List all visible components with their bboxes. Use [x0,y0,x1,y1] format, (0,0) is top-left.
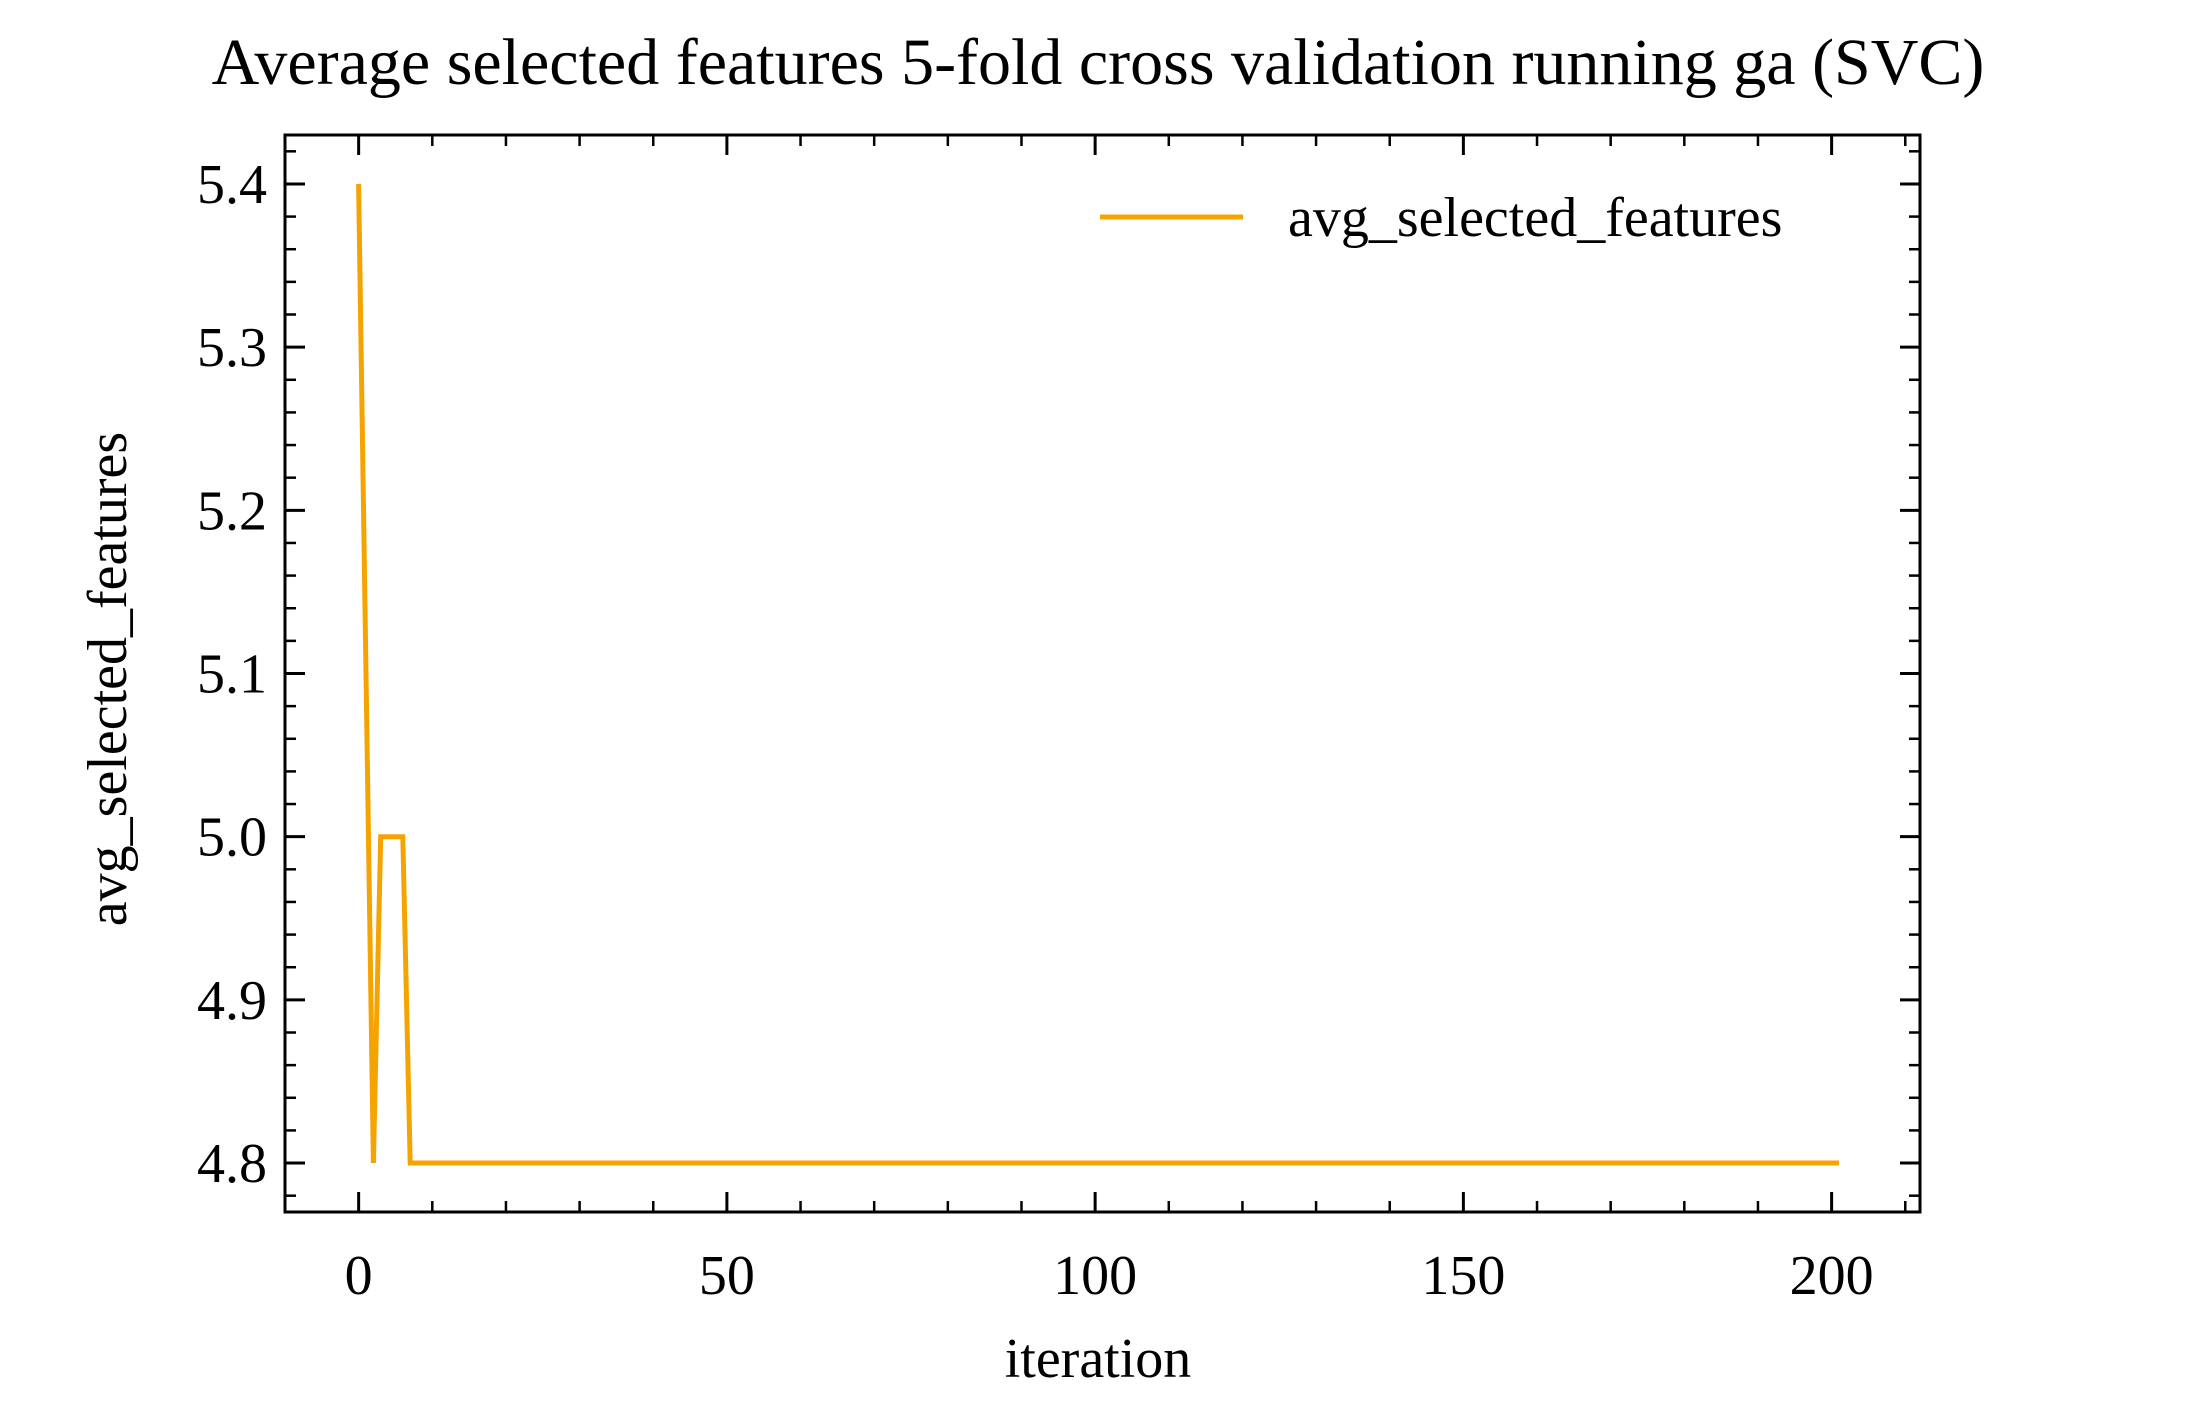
x-tick-label: 150 [1421,1245,1505,1307]
y-tick-label: 5.4 [197,154,267,216]
x-axis-label: iteration [1005,1328,1192,1390]
y-tick-label: 4.9 [197,970,267,1032]
legend: avg_selected_features [1100,187,1782,249]
ticks-layer: 0 50 100 150 200 4.8 4.9 5.0 5.1 5.2 5.3 5.4 [197,135,1920,1307]
x-tick-label: 0 [345,1245,373,1307]
legend-label: avg_selected_features [1288,187,1782,249]
y-tick-label: 5.3 [197,317,267,379]
x-tick-label: 100 [1053,1245,1137,1307]
y-axis-label: avg_selected_features [77,432,139,926]
y-tick-label: 5.1 [197,644,267,706]
x-tick-label: 50 [699,1245,755,1307]
series-line [356,183,1839,1166]
x-tick-label: 200 [1790,1245,1874,1307]
series-layer [356,183,1839,1166]
chart-title: Average selected features 5-fold cross v… [212,26,1985,99]
y-tick-label: 4.8 [197,1133,267,1195]
axes-frame [283,133,1922,1214]
y-tick-label: 5.0 [197,807,267,869]
y-tick-label: 5.2 [197,480,267,542]
